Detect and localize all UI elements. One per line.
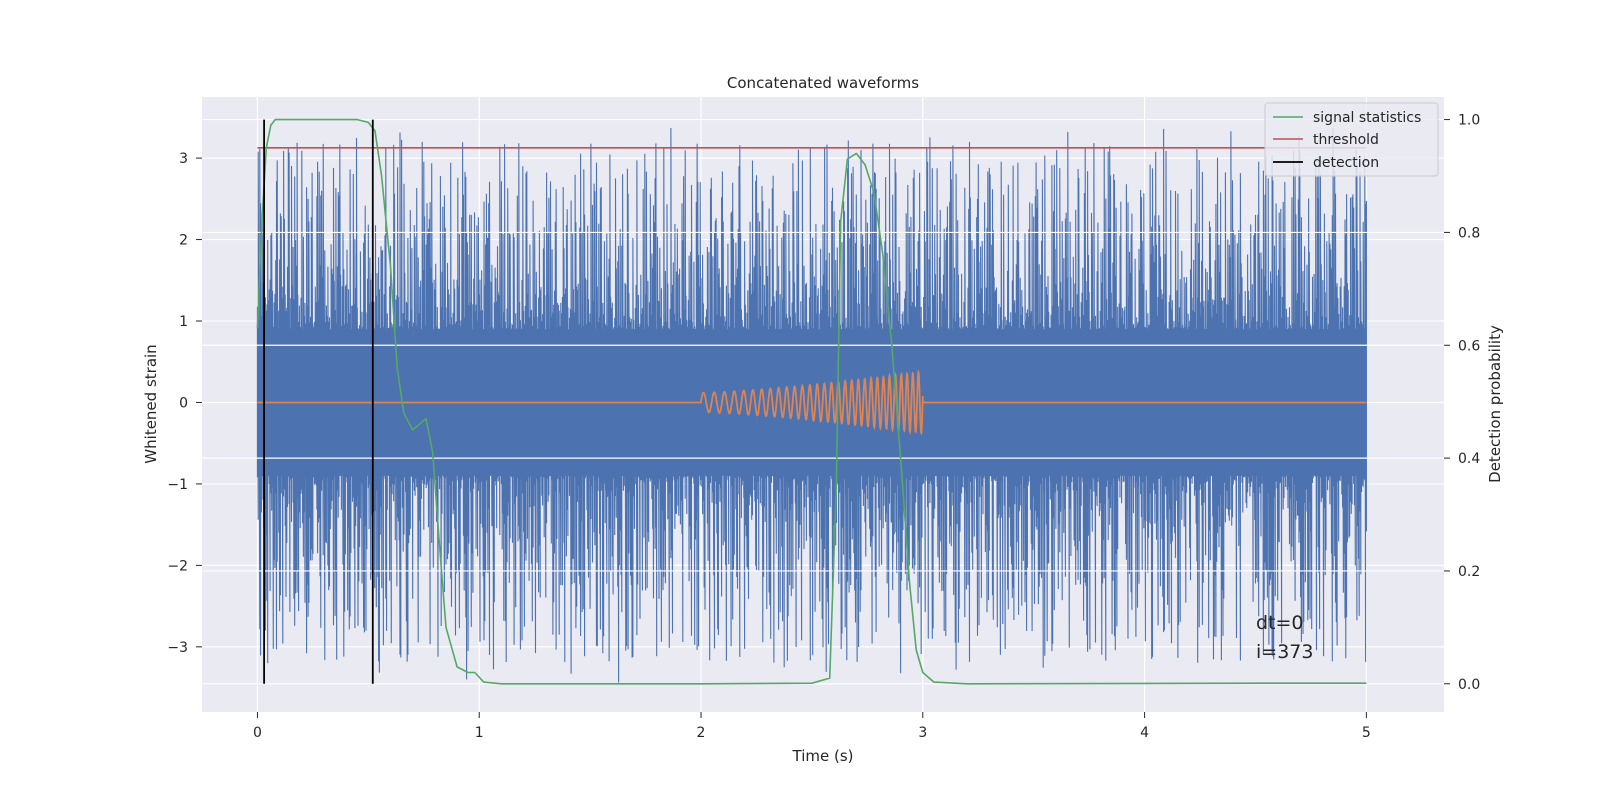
y-left-tick-label: 2 <box>179 233 188 249</box>
chart-title: Concatenated waveforms <box>727 74 919 92</box>
y-right-tick-label: 0.6 <box>1458 338 1480 354</box>
y-right-tick-label: 0.2 <box>1458 564 1480 580</box>
legend-box <box>1264 102 1439 177</box>
y-right-tick-label: 0.4 <box>1458 451 1480 467</box>
legend: signal statistics threshold detection <box>1264 102 1439 177</box>
y-axis-label-left: Whitened strain <box>142 344 160 463</box>
y-right-tick-label: 0.8 <box>1458 225 1480 241</box>
x-tick-label: 5 <box>1362 725 1371 741</box>
annotation-dt: dt=0 <box>1256 612 1304 634</box>
x-tick-label: 2 <box>697 725 706 741</box>
y-left-tick-label: 3 <box>179 151 188 167</box>
y-axis-label-right: Detection probability <box>1486 325 1504 483</box>
overlay-series <box>256 118 1367 685</box>
y-left-tick-label: −3 <box>167 640 188 656</box>
signal-statistics-line <box>256 118 1367 685</box>
annotation-i: i=373 <box>1256 641 1313 663</box>
y-right-tick-label: 0.0 <box>1458 677 1480 693</box>
x-tick-label: 1 <box>475 725 484 741</box>
y-left-tick-label: 1 <box>179 314 188 330</box>
chirp-series <box>257 369 1367 436</box>
y-left-tick-label: 0 <box>179 395 188 411</box>
legend-label-threshold: threshold <box>1313 132 1379 148</box>
y-left-tick-label: −1 <box>167 477 188 493</box>
x-tick-label: 0 <box>253 725 262 741</box>
x-tick-label: 3 <box>918 725 927 741</box>
noise-trace <box>256 127 1367 683</box>
x-tick-label: 4 <box>1140 725 1149 741</box>
x-axis-label: Time (s) <box>792 747 854 765</box>
legend-label-detection: detection <box>1313 155 1379 171</box>
axis-ticks: 0 1 2 3 4 5 −3 −2 −1 0 1 2 3 0.0 0.2 0.4 0.6 0.8 1.0 <box>167 113 1480 741</box>
y-right-tick-label: 1.0 <box>1458 113 1480 129</box>
legend-label-signal-statistics: signal statistics <box>1313 110 1421 126</box>
chirp-trace <box>257 369 1367 436</box>
y-left-tick-label: −2 <box>167 558 188 574</box>
